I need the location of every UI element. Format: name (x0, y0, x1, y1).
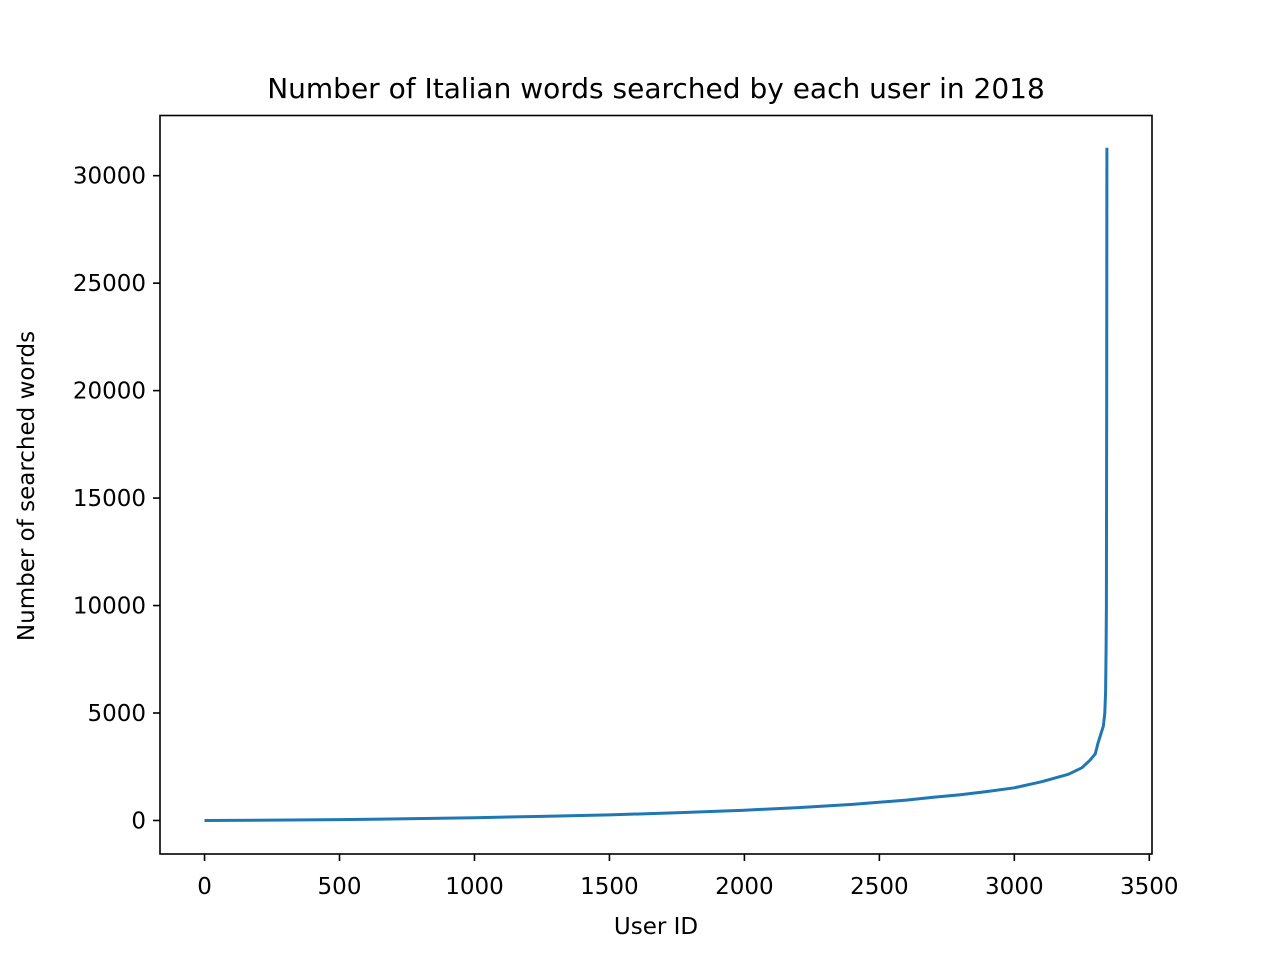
plot-area (204, 147, 1109, 822)
x-tick-label: 1000 (445, 874, 504, 900)
y-tick-label: 10000 (73, 594, 146, 620)
y-tick-label: 15000 (73, 486, 146, 512)
x-tick-label: 2000 (715, 874, 774, 900)
x-tick-label: 1500 (580, 874, 639, 900)
y-tick-label: 5000 (87, 701, 146, 727)
series-line-0 (204, 147, 1109, 822)
x-tick-label: 500 (318, 874, 362, 900)
x-tick-label: 0 (197, 874, 212, 900)
x-axis-label: User ID (614, 914, 698, 940)
y-axis-label: Number of searched words (14, 331, 40, 641)
x-tick-label: 3000 (985, 874, 1044, 900)
y-tick-label: 20000 (73, 379, 146, 405)
x-axis: 0 500 1000 1500 2000 2500 3000 3500 (197, 854, 1179, 900)
chart-title: Number of Italian words searched by each… (267, 72, 1045, 105)
y-tick-label: 0 (131, 808, 146, 834)
y-tick-label: 25000 (73, 271, 146, 297)
plot-frame (159, 114, 1153, 855)
x-tick-label: 2500 (850, 874, 909, 900)
x-tick-label: 3500 (1120, 874, 1179, 900)
y-tick-label: 30000 (73, 164, 146, 190)
y-axis: 0 5000 10000 15000 20000 25000 30000 (73, 164, 160, 834)
